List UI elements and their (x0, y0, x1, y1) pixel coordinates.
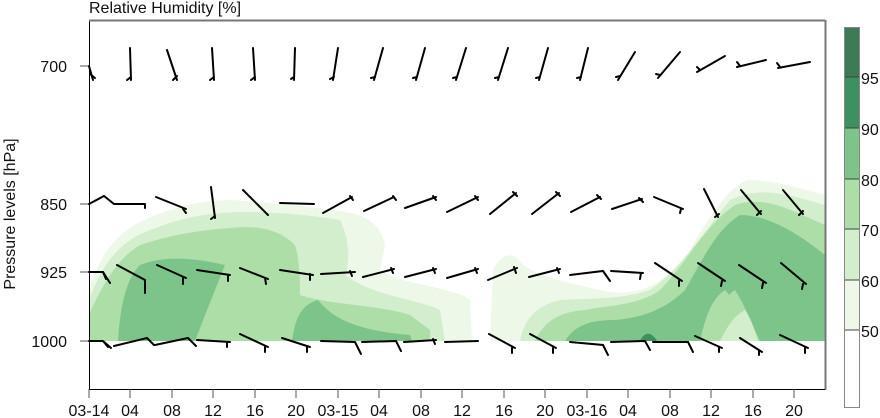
x-tick-label: 03-14 (69, 403, 110, 418)
y-tick-label: 700 (40, 59, 67, 76)
x-tick-label: 08 (661, 403, 679, 418)
colorbar-tick-label: 60 (861, 274, 879, 291)
colorbar-tick-label: 90 (861, 122, 879, 139)
x-tick-label: 20 (536, 403, 554, 418)
x-tick-label: 20 (287, 403, 305, 418)
x-tick-label: 03-16 (567, 403, 608, 418)
chart-title: Relative Humidity [%] (89, 0, 242, 17)
x-tick-label: 08 (412, 403, 430, 418)
colorbar-tick-label: 50 (861, 324, 879, 341)
colorbar-tick-label: 80 (861, 173, 879, 190)
rh-contours (89, 180, 825, 341)
x-tick-label: 08 (163, 403, 181, 418)
wind-barbs (88, 47, 811, 356)
x-tick-label: 16 (246, 403, 264, 418)
x-tick-label: 03-15 (318, 403, 359, 418)
x-tick-label: 12 (453, 403, 471, 418)
colorbar-tick-label: 95 (861, 71, 879, 88)
x-tick-label: 16 (744, 403, 762, 418)
x-tick-label: 04 (370, 403, 388, 418)
x-tick-label: 04 (121, 403, 139, 418)
x-tick-label: 12 (204, 403, 222, 418)
y-tick-label: 925 (40, 265, 67, 282)
x-tick-label: 16 (495, 403, 513, 418)
x-tick-label: 20 (785, 403, 803, 418)
y-axis: 700 850 925 1000 Pressure levels [hPa] (2, 59, 89, 351)
y-tick-label: 850 (40, 197, 67, 214)
x-axis: 03-14 04 08 12 16 20 03-15 04 08 12 16 2… (69, 389, 803, 418)
colorbar-tick-label: 70 (861, 223, 879, 240)
y-tick-label: 1000 (31, 334, 67, 351)
x-tick-label: 12 (702, 403, 720, 418)
y-axis-label: Pressure levels [hPa] (2, 138, 19, 289)
colorbar: 50 60 70 80 90 95 (844, 27, 879, 408)
axes (89, 19, 827, 390)
x-tick-label: 04 (619, 403, 637, 418)
